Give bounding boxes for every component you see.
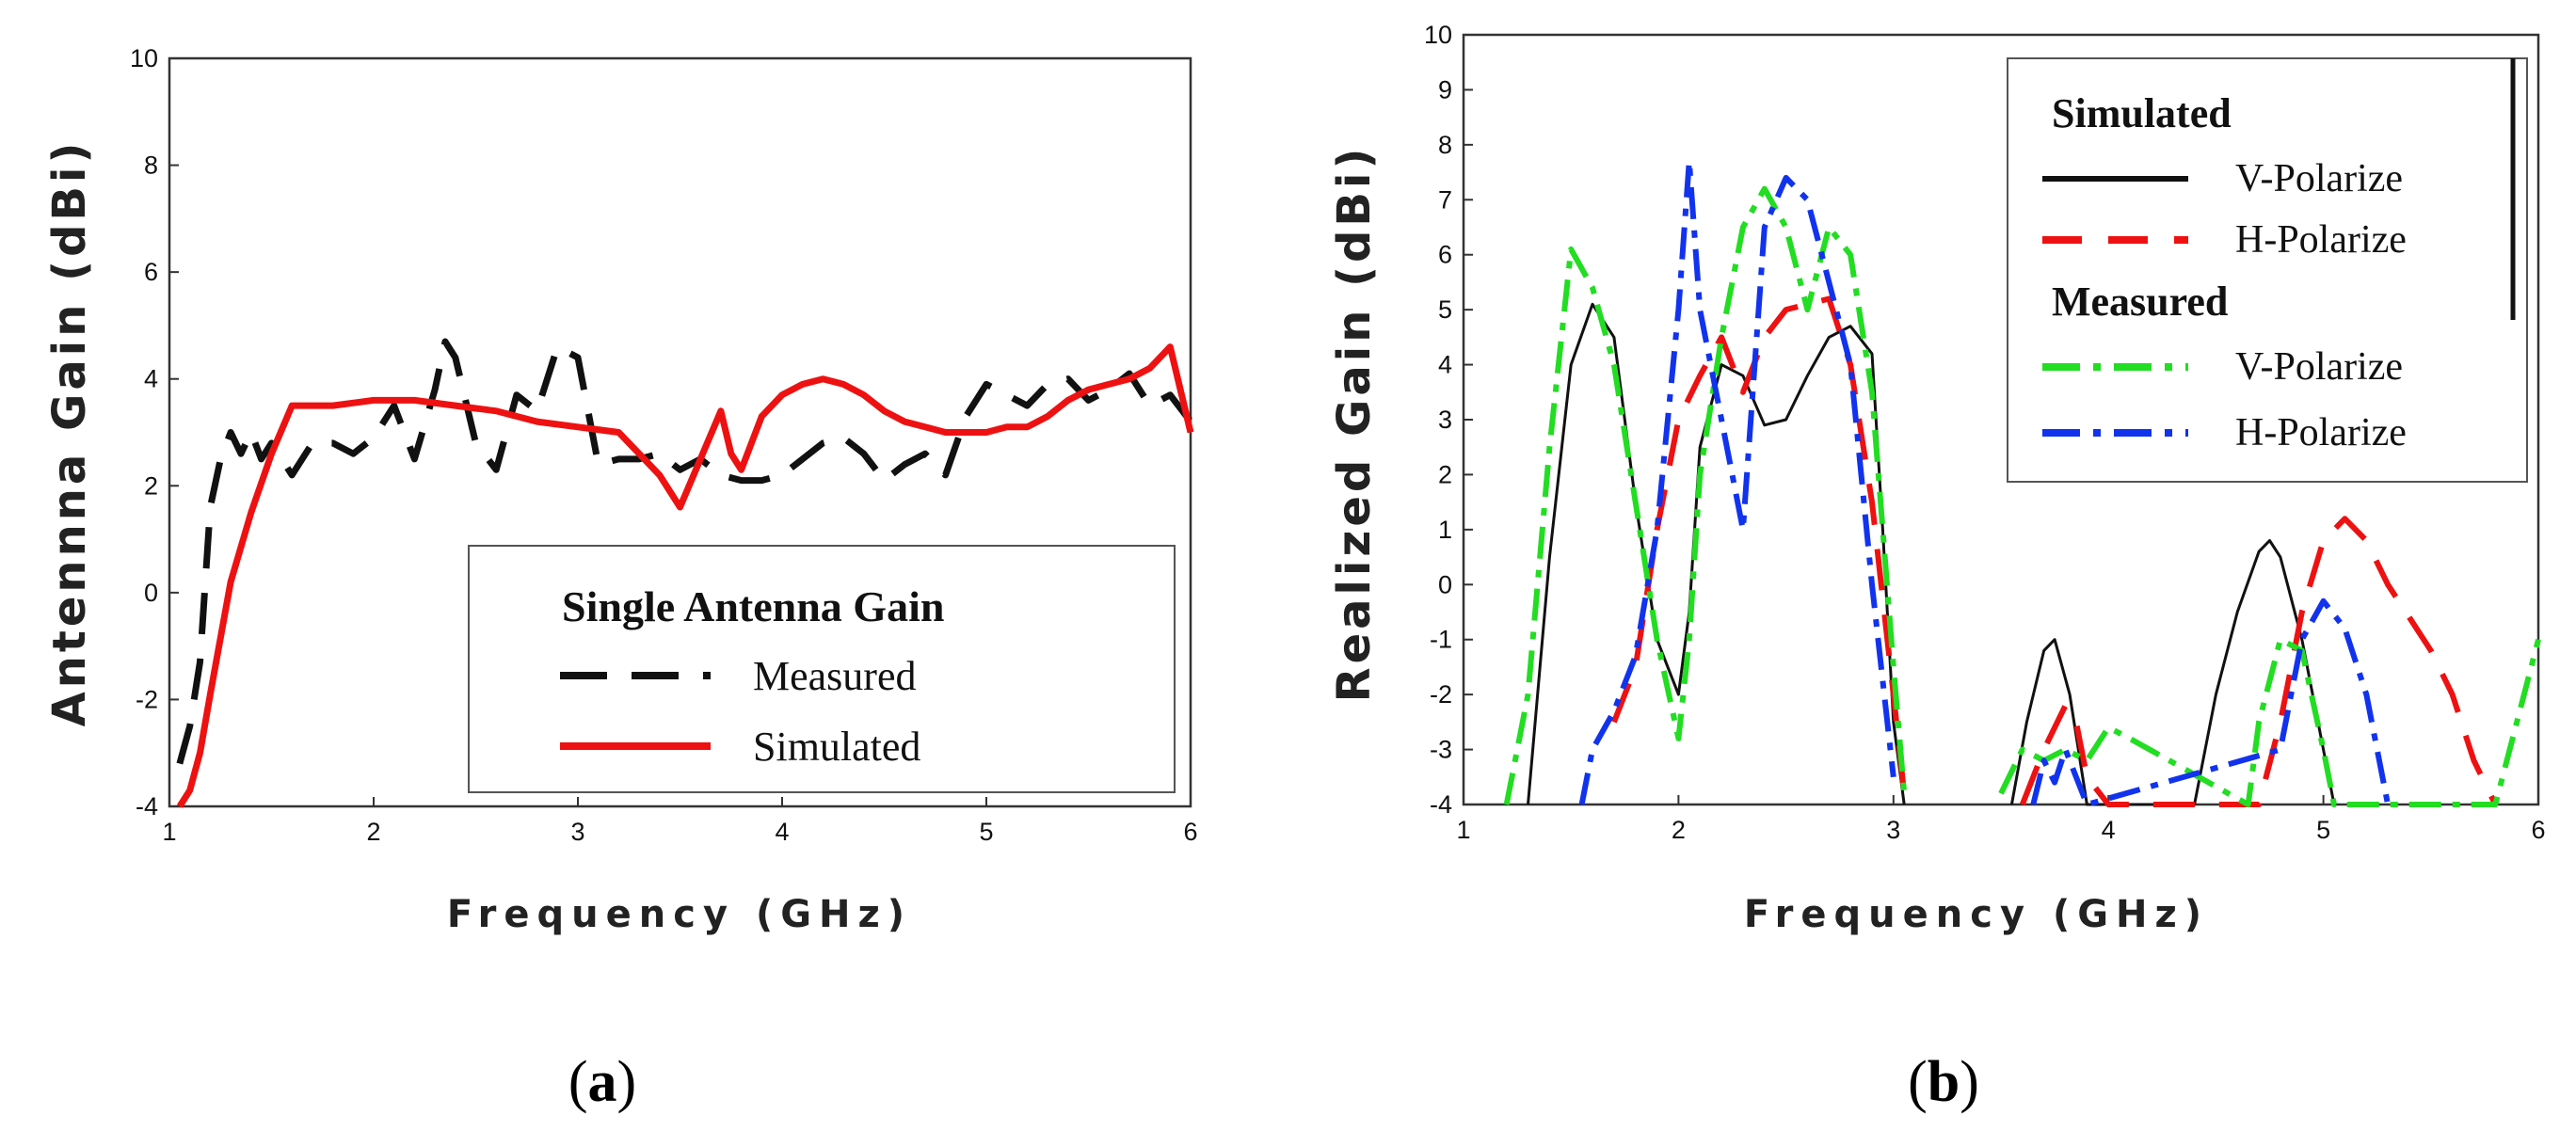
panel-b-x-tick-label: 6 (2531, 816, 2545, 844)
panel-b-y-tick-label: 5 (1438, 295, 1452, 324)
panel-b-y-tick-label: 1 (1438, 516, 1452, 544)
panel-b-y-tick-label: -4 (1430, 790, 1452, 819)
panel-b-y-tick-label: 2 (1438, 460, 1452, 488)
panel-b-y-axis-title: Realized Gain (dBi) (1328, 145, 1381, 703)
panel-b-x-tick-label: 4 (2102, 816, 2116, 844)
panel-b-x-tick-label: 2 (1672, 816, 1686, 844)
panel-a-y-axis-title: Antennna Gain (dBi) (43, 139, 96, 727)
panel-a-series-measured (176, 338, 1193, 765)
panel-b-y-tick-label: 4 (1438, 351, 1452, 379)
panel-b-x-tick-label: 1 (1456, 816, 1470, 844)
panel-b-series (1503, 158, 2541, 807)
panel-b-series-measured-h-polarize (1578, 158, 1896, 805)
panel-a-x-tick-label: 5 (979, 818, 993, 846)
panel-b-series-simulated-v-polarize-2 (2009, 539, 2336, 806)
panel-a-y-tick-label: -2 (136, 685, 158, 713)
panel-b-x-tick-label: 5 (2316, 816, 2330, 844)
panel-a-series-simulated (176, 343, 1194, 808)
panel-a-legend-simulated-label: Simulated (753, 724, 920, 770)
panel-a-y-tick-label: 10 (130, 44, 158, 72)
panel-b-legend-sim-h-label: H-Polarize (2235, 218, 2407, 262)
panel-a-legend-measured-label: Measured (753, 653, 917, 699)
panel-b-y-tick-label: -2 (1430, 680, 1452, 709)
panel-a-x-tick-label: 1 (162, 818, 176, 846)
panel-b-series-measured-h-polarize-2 (2030, 597, 2392, 807)
panel-b-series-measured-v-polarize (1503, 185, 1908, 805)
panel-b-legend-meas-v-label: V-Polarize (2235, 345, 2403, 389)
panel-b-legend-meas-h-label: H-Polarize (2235, 411, 2407, 454)
panel-b-x-axis-title: Frequency (GHz) (1744, 893, 2209, 936)
panel-a-y-tick-label: 8 (144, 151, 158, 180)
panel-a-legend-title: Single Antenna Gain (562, 582, 944, 630)
panel-b-legend-simulated-title: Simulated (2052, 90, 2232, 136)
panel-a-x-tick-label: 4 (775, 818, 789, 846)
panel-b-y-tick-label: 7 (1438, 185, 1452, 214)
panel-a-x-tick-label: 2 (366, 818, 380, 846)
panel-a-y-tick-label: -4 (136, 792, 158, 820)
panel-a-legend: Single Antenna Gain Measured Simulated (468, 545, 1176, 793)
panel-a-series (176, 338, 1194, 808)
panel-b-legend-box (2007, 57, 2528, 483)
panel-a-legend-box (468, 545, 1176, 793)
panel-b-x-ticks: 1 2 3 4 5 6 (1456, 795, 2546, 844)
panel-a-x-ticks: 1 2 3 4 5 6 (162, 797, 1198, 846)
panel-b-chart: -4 -3 -2 -1 0 1 2 3 4 5 6 7 8 9 10 1 2 3 4 5 6 Frequency (G… (1328, 21, 2546, 1114)
panel-a-y-tick-label: 6 (144, 258, 158, 286)
panel-b-series-measured-v-polarize-2 (1998, 636, 2541, 807)
panel-a-x-axis-title: Frequency (GHz) (447, 893, 912, 936)
panel-b-legend-sim-v-label: V-Polarize (2235, 157, 2403, 200)
panel-b-y-tick-label: 10 (1424, 21, 1452, 49)
panel-a-x-tick-label: 6 (1183, 818, 1197, 846)
panel-b-series-simulated-h-polarize-2 (2020, 516, 2498, 807)
panel-b-y-tick-label: 0 (1438, 570, 1452, 598)
panel-a-y-tick-label: 0 (144, 579, 158, 607)
panel-a-x-tick-label: 3 (570, 818, 584, 846)
panel-a-y-ticks: -4 -2 0 2 4 6 8 10 (130, 44, 179, 820)
panel-b-y-tick-label: 6 (1438, 241, 1452, 269)
panel-b-legend-measured-title: Measured (2052, 279, 2228, 325)
panel-b-legend: Simulated V-Polarize H-Polarize Measured… (2007, 57, 2528, 483)
panel-b-y-tick-label: 3 (1438, 406, 1452, 434)
panel-b-caption: (b) (1908, 1050, 1979, 1114)
panel-a-caption: (a) (568, 1050, 636, 1114)
panel-a-y-tick-label: 2 (144, 471, 158, 500)
panel-b-y-tick-label: -1 (1430, 626, 1452, 654)
panel-b-y-ticks: -4 -3 -2 -1 0 1 2 3 4 5 6 7 8 9 10 (1424, 21, 1473, 819)
panel-a-y-tick-label: 4 (144, 365, 158, 393)
panel-b-series-simulated-h-polarize (1611, 295, 1908, 794)
panel-b-x-tick-label: 3 (1886, 816, 1900, 844)
panel-b-y-tick-label: 8 (1438, 131, 1452, 159)
panel-b-y-tick-label: -3 (1430, 736, 1452, 764)
panel-b-y-tick-label: 9 (1438, 75, 1452, 104)
